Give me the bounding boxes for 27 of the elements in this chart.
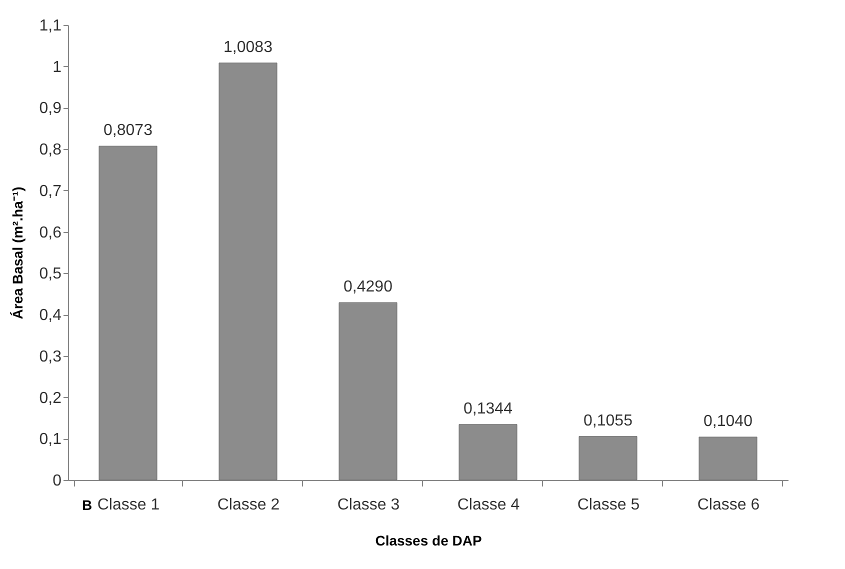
y-tick-label: 0,5: [39, 266, 62, 283]
y-axis-title: Área Basal (m².ha⁻¹): [9, 186, 26, 320]
y-tick-label: 0,2: [39, 390, 62, 407]
y-tick-label: 0,6: [39, 224, 62, 242]
y-tick-label: 0,1: [39, 431, 62, 448]
text: B: [82, 497, 92, 513]
x-tick-label: Classe 5: [577, 496, 640, 514]
y-tick-label: 0: [52, 472, 62, 490]
y-tick-label: 0,7: [39, 182, 62, 200]
data-label: 1,0083: [224, 38, 273, 56]
y-tick-label: 1: [52, 58, 62, 76]
x-axis-title: Classes de DAP: [375, 532, 482, 548]
data-label: 0,8073: [104, 122, 153, 140]
y-tick-label: 0,8: [39, 142, 62, 159]
y-tick-label: 0,3: [39, 348, 62, 366]
y-tick-label: 1,1: [39, 18, 62, 34]
data-label: 0,1040: [704, 412, 753, 430]
y-tick-label: 0,9: [39, 100, 62, 118]
x-tick-label: Classe 6: [697, 496, 760, 514]
data-label: 0,1055: [584, 412, 633, 430]
x-tick-label: Classe 2: [217, 496, 280, 514]
x-tick-label: Classe 1: [97, 496, 160, 514]
y-tick-label: 0,4: [39, 307, 62, 324]
data-label: 0,4290: [344, 278, 393, 296]
data-label: 0,1344: [464, 400, 513, 418]
x-tick-label: Classe 4: [457, 496, 520, 514]
x-tick-label: Classe 3: [337, 496, 400, 514]
